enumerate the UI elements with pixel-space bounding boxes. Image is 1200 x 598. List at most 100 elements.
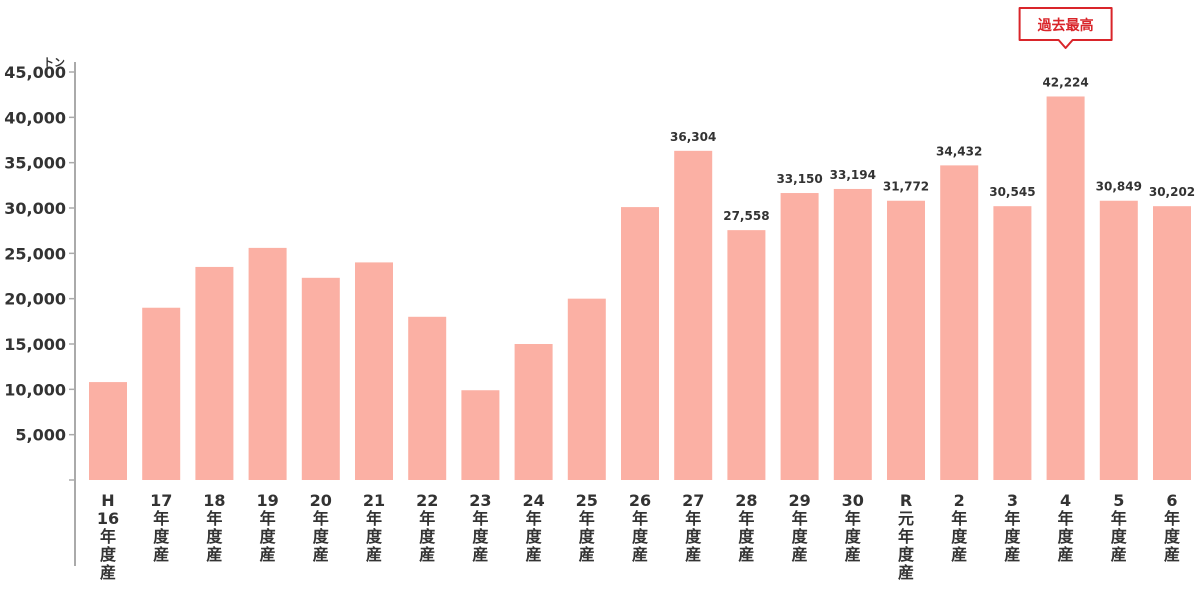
x-tick-label: 度 [792,527,809,546]
x-tick-label: 年 [260,509,276,528]
bar [674,150,713,480]
x-tick-label: 度 [1004,527,1021,546]
data-label: 33,150 [776,172,822,186]
x-tick-label: 度 [632,527,649,546]
x-tick-label: 度 [579,527,596,546]
y-tick-label: 25,000 [4,244,66,263]
y-axis-unit-label: トン [43,56,65,69]
x-tick-label: 年 [472,509,488,528]
x-tick-label: 2 [954,491,965,510]
bar [461,390,500,480]
bar [940,165,979,481]
x-tick-label: 年 [951,509,967,528]
y-tick-label: 35,000 [4,154,66,173]
y-tick-label: 20,000 [4,290,66,309]
x-tick-label: 度 [100,545,117,564]
x-tick-label: 年 [1111,509,1127,528]
bar [301,277,340,480]
x-tick-label: 度 [1111,527,1128,546]
bar [780,193,819,481]
bar [195,266,234,480]
x-tick-label: 産 [1111,545,1127,564]
x-tick-label: 産 [526,545,542,564]
x-tick-label: 度 [419,527,436,546]
x-tick-label: 度 [1164,527,1181,546]
bar [621,207,659,481]
bar [514,344,553,480]
x-tick-label: 18 [203,491,225,510]
y-tick-label: 15,000 [4,335,66,354]
x-tick-label: 度 [526,527,543,546]
y-tick-label: 10,000 [4,380,66,399]
x-tick-label: 産 [579,545,595,564]
bar [355,262,393,480]
record-high-callout-box [1018,7,1113,49]
x-tick-label: 度 [845,527,862,546]
x-tick-label: 年 [206,509,222,528]
x-tick-label: 3 [1007,491,1018,510]
bar [1099,200,1138,480]
x-tick-label: 産 [419,545,435,564]
x-tick-label: 年 [366,509,382,528]
x-tick-label: 度 [260,527,277,546]
x-tick-label: 度 [313,527,330,546]
x-tick-label: 年 [1004,509,1020,528]
x-tick-label: 産 [472,545,488,564]
x-tick-label: 6 [1166,491,1177,510]
x-tick-label: 産 [1058,545,1074,564]
x-tick-label: 産 [1004,545,1020,564]
x-tick-label: 産 [206,545,222,564]
x-tick-label: 年 [419,509,435,528]
x-tick-label: 産 [685,545,701,564]
x-tick-label: 年 [153,509,169,528]
y-tick-label: 30,000 [4,199,66,218]
data-label: 30,849 [1096,180,1142,194]
x-tick-label: 30 [842,491,864,510]
y-tick-label: 5,000 [15,426,66,445]
x-tick-label: R [900,491,912,510]
x-tick-label: 16 [97,509,119,528]
x-tick-label: 26 [629,491,651,510]
x-tick-label: 5 [1113,491,1124,510]
x-tick-label: 年 [845,509,861,528]
x-tick-label: 28 [735,491,757,510]
x-tick-label: 度 [738,527,755,546]
x-tick-label: 年 [632,509,648,528]
data-label: 42,224 [1042,75,1088,89]
x-tick-label: 度 [685,527,702,546]
x-tick-label: 度 [1058,527,1075,546]
bar [248,247,287,480]
x-tick-label: 産 [792,545,808,564]
x-tick-label: 度 [206,527,223,546]
x-tick-label: 産 [632,545,648,564]
x-tick-label: 度 [472,527,489,546]
x-tick-label: 29 [788,491,810,510]
data-label: 34,432 [936,144,982,158]
y-tick-label: 45,000 [4,63,66,82]
data-label: 30,545 [989,185,1035,199]
x-tick-label: 産 [153,545,169,564]
bar [1046,96,1085,480]
x-tick-label: 年 [898,527,914,546]
x-tick-label: 21 [363,491,385,510]
bar [727,230,766,480]
bar [887,200,925,480]
data-label: 36,304 [670,130,716,144]
x-tick-label: 年 [1058,509,1074,528]
bar [89,382,127,480]
x-tick-label: 産 [845,545,861,564]
x-tick-label: 産 [951,545,967,564]
x-tick-label: 19 [256,491,278,510]
x-tick-label: H [101,491,114,510]
y-tick-label: 40,000 [4,108,66,127]
x-tick-label: 度 [366,527,383,546]
x-tick-label: 産 [1164,545,1180,564]
bar [993,206,1032,481]
x-tick-label: 4 [1060,491,1071,510]
x-tick-label: 22 [416,491,438,510]
bar [408,316,447,480]
x-tick-label: 25 [576,491,598,510]
bar [833,188,872,480]
x-tick-label: 年 [792,509,808,528]
